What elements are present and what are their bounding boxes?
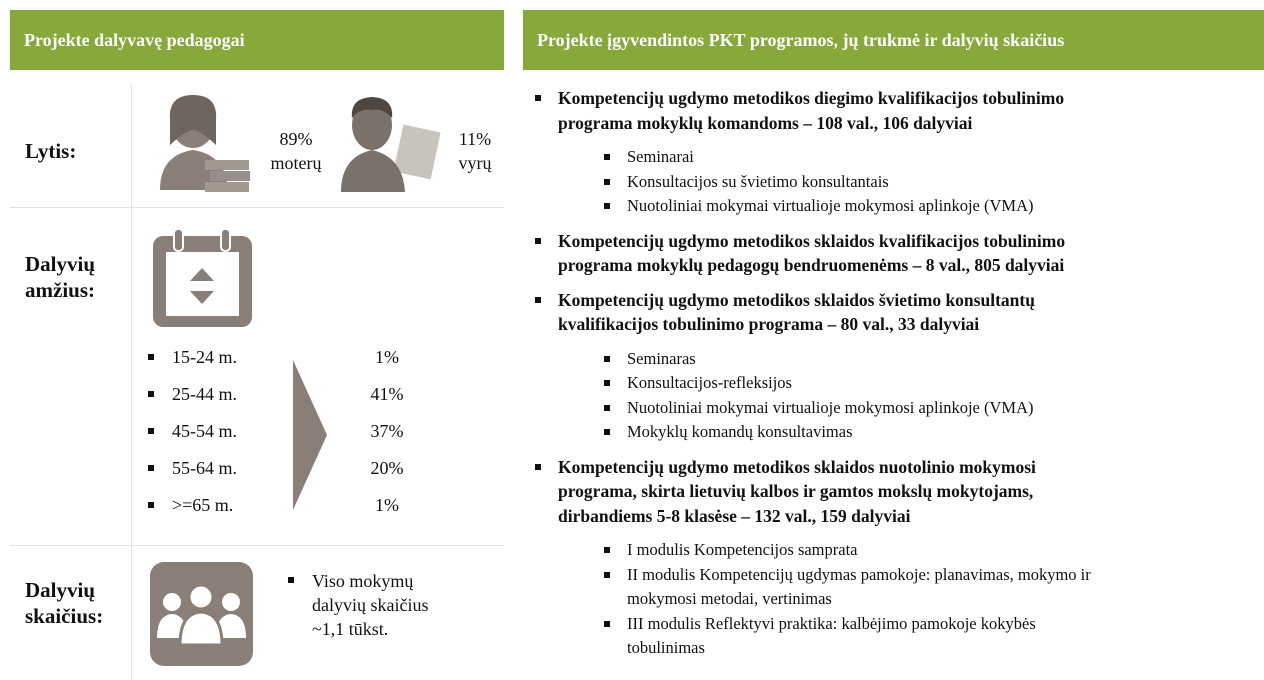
line: Dalyvių xyxy=(25,578,96,602)
sub-item: Seminarai xyxy=(533,145,1253,170)
bullet xyxy=(288,577,294,583)
text: vyrų xyxy=(458,153,492,173)
left-header: Projekte dalyvavę pedagogai xyxy=(10,10,504,70)
line: dalyvių skaičius xyxy=(312,595,429,615)
sub-item: Nuotoliniai mokymai virtualioje mokymosi… xyxy=(533,194,1253,219)
sub-list: I modulis Kompetencijos samprata II modul… xyxy=(533,538,1253,661)
line: Nuotoliniai mokymai virtualioje mokymosi… xyxy=(627,196,1034,215)
sub-item: Nuotoliniai mokymai virtualioje mokymosi… xyxy=(533,396,1253,421)
line: Viso mokymų xyxy=(312,571,414,591)
gender-label: Lytis: xyxy=(25,139,77,163)
female-icon xyxy=(160,95,250,192)
count-label: Dalyvių skaičius: xyxy=(25,577,103,629)
value: 11% xyxy=(458,129,492,149)
line: Kompetencijų ugdymo metodikos sklaidos n… xyxy=(558,456,1036,477)
people-icon xyxy=(150,562,253,666)
line: programa mokyklų pedagogų bendruomenėms … xyxy=(558,255,1065,275)
sub-item: II modulis Kompetencijų ugdymas pamokoje… xyxy=(533,563,1253,612)
count-text: Viso mokymų dalyvių skaičius ~1,1 tūkst. xyxy=(312,569,428,641)
sub-item: Seminaras xyxy=(533,347,1253,372)
bullet xyxy=(148,354,154,360)
divider xyxy=(10,545,504,546)
sub-item: Konsultacijos su švietimo konsultantais xyxy=(533,170,1253,195)
age-range: 15-24 m. xyxy=(172,347,237,367)
sub-item: Konsultacijos-refleksijos xyxy=(533,371,1253,396)
line: Kompetencijų ugdymo metodikos sklaidos š… xyxy=(558,289,1035,310)
age-share: 41% xyxy=(370,384,404,404)
line: amžius: xyxy=(25,278,95,302)
bullet xyxy=(148,428,154,434)
icons xyxy=(150,95,441,666)
female-share: 89% moterų xyxy=(268,127,324,175)
program-title: Kompetencijų ugdymo metodikos sklaidos š… xyxy=(533,288,1253,337)
line: Dalyvių xyxy=(25,252,96,276)
bullet xyxy=(148,465,154,471)
age-share: 1% xyxy=(375,495,399,515)
line: I modulis Kompetencijos samprata xyxy=(627,540,858,559)
line: III modulis Reflektyvi praktika: kalbėji… xyxy=(627,613,1036,633)
line: Mokyklų komandų konsultavimas xyxy=(627,422,853,441)
line: Seminarai xyxy=(627,147,694,166)
line: programa, skirta lietuvių kalbos ir gamt… xyxy=(558,481,1034,501)
sub-item: Mokyklų komandų konsultavimas xyxy=(533,420,1253,445)
value: 89% xyxy=(279,129,313,149)
line: II modulis Kompetencijų ugdymas pamokoje… xyxy=(627,564,1091,584)
line: Kompetencijų ugdymo metodikos diegimo kv… xyxy=(558,88,1065,108)
chevron xyxy=(293,360,327,510)
program-list: Kompetencijų ugdymo metodikos diegimo kv… xyxy=(533,86,1253,661)
line: kvalifikacijos tobulinimo programa – 80 … xyxy=(558,314,980,334)
program-title: Kompetencijų ugdymo metodikos diegimo kv… xyxy=(533,86,1253,135)
line: mokymosi metodai, vertinimas xyxy=(627,589,832,608)
male-share: 11% vyrų xyxy=(450,127,500,175)
sub-item: I modulis Kompetencijos samprata xyxy=(533,538,1253,563)
sub-item: III modulis Reflektyvi praktika: kalbėji… xyxy=(533,612,1253,661)
line: Konsultacijos-refleksijos xyxy=(627,373,792,392)
line: programa mokyklų komandoms – 108 val., 1… xyxy=(558,112,973,133)
divider xyxy=(10,207,504,208)
age-range: 25-44 m. xyxy=(172,384,237,404)
sub-list: Seminarai Konsultacijos su švietimo konsu… xyxy=(533,145,1253,219)
divider xyxy=(131,85,132,680)
right-header: Projekte įgyvendintos PKT programos, jų … xyxy=(523,10,1264,70)
age-range: 45-54 m. xyxy=(172,421,237,441)
line: Kompetencijų ugdymo metodikos sklaidos k… xyxy=(558,230,1066,251)
age-range: >=65 m. xyxy=(172,495,234,515)
age-label: Dalyvių amžius: xyxy=(25,251,95,303)
age-share: 1% xyxy=(375,347,399,367)
bullet xyxy=(148,502,154,508)
male-icon xyxy=(341,97,441,192)
line: skaičius: xyxy=(25,604,104,628)
line: Seminaras xyxy=(627,348,696,368)
line: dirbandiems 5-8 klasėse – 132 val., 159 … xyxy=(558,505,911,526)
text: moterų xyxy=(270,153,322,173)
sub-list: Seminaras Konsultacijos-refleksijos Nuotol… xyxy=(533,347,1253,445)
line: Nuotoliniai mokymai virtualioje mokymosi… xyxy=(627,397,1034,417)
program-title: Kompetencijų ugdymo metodikos sklaidos n… xyxy=(533,455,1253,529)
calendar-icon xyxy=(153,228,252,327)
age-share: 37% xyxy=(370,421,404,441)
line: ~1,1 tūkst. xyxy=(312,619,389,639)
program-title: Kompetencijų ugdymo metodikos sklaidos k… xyxy=(533,229,1253,278)
bullet xyxy=(148,391,154,397)
age-share: 20% xyxy=(370,458,404,478)
line: Konsultacijos su švietimo konsultantais xyxy=(627,171,889,191)
line: tobulinimas xyxy=(627,638,705,657)
age-range: 55-64 m. xyxy=(172,458,237,478)
